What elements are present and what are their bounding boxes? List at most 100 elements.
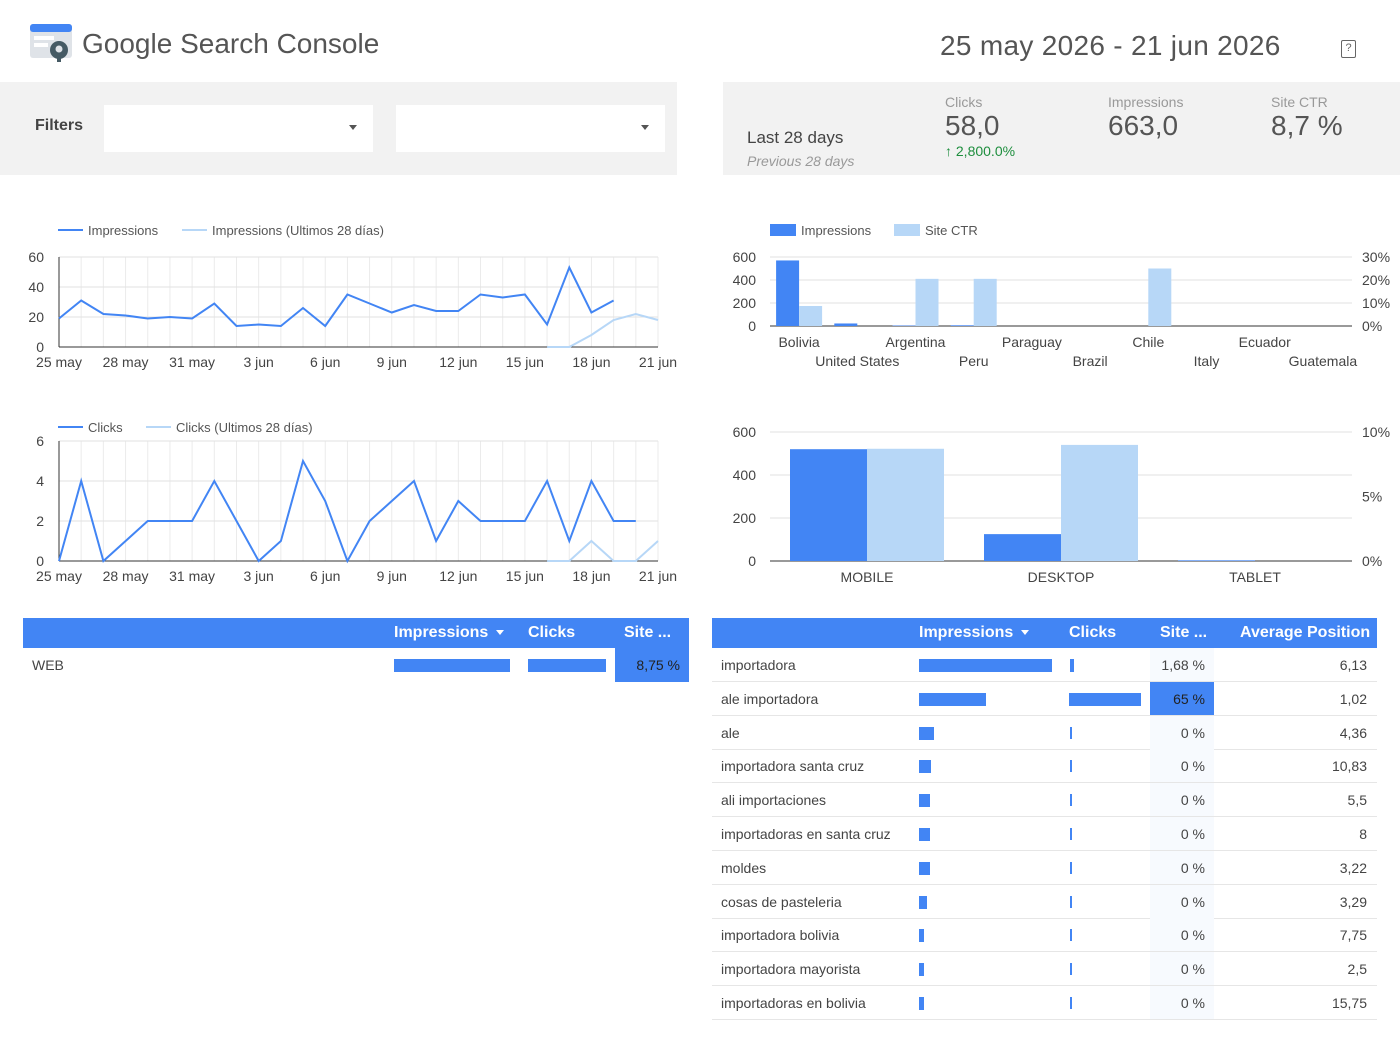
- y-tick-label: 2: [36, 513, 44, 529]
- device-bar-ctr: [867, 448, 944, 561]
- impressions-bar: [919, 659, 1052, 672]
- ctr-value: 8,75 %: [615, 648, 689, 682]
- x-tick-label: Ecuador: [1239, 334, 1291, 350]
- filter-dropdown[interactable]: [396, 105, 665, 152]
- ctr-value: 0 %: [1150, 783, 1214, 817]
- clicks-series-line-1: [547, 539, 659, 562]
- table-header: Impressions Clicks Site ... Average Posi…: [712, 618, 1377, 648]
- table-row[interactable]: cosas de pasteleria 0 % 3,29: [712, 884, 1377, 919]
- country-bar-chart[interactable]: Impressions Site CTR 0 200 400 600 0% 10% 20% 30%…: [700, 210, 1400, 385]
- clicks-bar: [1070, 828, 1072, 840]
- x-tick-label: Guatemala: [1289, 353, 1358, 369]
- x-tick-label: Argentina: [886, 334, 946, 350]
- date-range-picker[interactable]: 25 may 2026 - 21 jun 2026: [940, 30, 1281, 61]
- table-header: Impressions Clicks Site ...: [23, 618, 689, 648]
- table-row[interactable]: importadora 1,68 % 6,13: [712, 648, 1377, 682]
- average-position-value: 5,5: [1347, 792, 1367, 809]
- column-header-clicks[interactable]: Clicks: [528, 624, 576, 641]
- table-row[interactable]: importadoras en santa cruz 0 % 8: [712, 817, 1377, 851]
- app-title: Google Search Console: [82, 28, 380, 59]
- impressions-bar: [919, 794, 930, 808]
- device-bar-impressions: [790, 449, 867, 561]
- search-console-logo-icon: [30, 24, 72, 62]
- impressions-bar: [919, 997, 925, 1010]
- clicks-bar: [1070, 895, 1072, 908]
- column-header-ctr[interactable]: Site ...: [624, 624, 672, 641]
- table-row[interactable]: importadora bolivia 0 % 7,75: [712, 918, 1377, 953]
- impressions-bar: [919, 861, 930, 875]
- table-row[interactable]: moldes 0 % 3,22: [712, 850, 1377, 885]
- x-tick-label: 31 may: [169, 568, 215, 584]
- impressions-bar: [919, 828, 930, 841]
- table-row[interactable]: importadora santa cruz 0 % 10,83: [712, 749, 1377, 784]
- country-bar-ctr: [973, 278, 997, 326]
- x-tick-label: Chile: [1132, 334, 1164, 350]
- y-tick-label: 400: [733, 467, 757, 483]
- y-tick-label: 0: [36, 339, 44, 355]
- y-tick-label: 200: [733, 295, 757, 311]
- clicks-metric-label: Clicks: [945, 94, 983, 110]
- clicks-bar: [528, 659, 606, 672]
- help-icon[interactable]: ?: [1341, 40, 1356, 58]
- impressions-bar: [919, 929, 925, 943]
- query-label: importadora bolivia: [721, 927, 840, 944]
- impressions-bar: [394, 659, 510, 672]
- device-bar-impressions: [1178, 560, 1255, 561]
- y-tick-label: 0: [748, 553, 756, 569]
- clicks-line-chart[interactable]: Clicks Clicks (Ultimos 28 días) 0 2 4 6 25 may…: [0, 410, 700, 595]
- filter-dropdown[interactable]: [104, 105, 373, 152]
- period-label: Last 28 days: [747, 128, 844, 147]
- impressions-line-chart[interactable]: Impressions Impressions (Ultimos 28 días)…: [0, 210, 700, 385]
- ctr-value: 0 %: [1150, 850, 1214, 884]
- average-position-value: 1,02: [1339, 690, 1367, 707]
- legend-swatch: [770, 224, 796, 236]
- legend-swatch: [894, 224, 920, 236]
- average-position-value: 4,36: [1339, 724, 1367, 741]
- x-tick-label: Brazil: [1073, 353, 1108, 369]
- device-bar-chart[interactable]: 0 200 400 600 0% 5% 10% MOBILE DESKTOP TABLET: [700, 410, 1400, 595]
- y2-tick-label: 5%: [1362, 489, 1382, 505]
- legend-label: Clicks: [88, 420, 123, 435]
- table-row[interactable]: importadoras en bolivia 0 % 15,75: [712, 986, 1377, 1020]
- x-tick-label: 31 may: [169, 354, 215, 370]
- x-tick-label: Italy: [1194, 353, 1220, 369]
- x-tick-label: United States: [815, 353, 899, 369]
- impressions-bar: [919, 895, 927, 909]
- column-header-label: Impressions: [919, 624, 1014, 641]
- table-row[interactable]: importadora mayorista 0 % 2,5: [712, 952, 1377, 987]
- column-header-clicks[interactable]: Clicks: [1069, 624, 1117, 641]
- y2-tick-label: 30%: [1362, 249, 1390, 265]
- column-header-impressions[interactable]: Impressions: [394, 624, 505, 642]
- table-row[interactable]: ale 0 % 4,36: [712, 715, 1377, 750]
- average-position-value: 2,5: [1347, 961, 1367, 978]
- y2-tick-label: 0%: [1362, 318, 1382, 334]
- ctr-value: 0 %: [1150, 884, 1214, 918]
- x-tick-label: MOBILE: [841, 569, 894, 585]
- average-position-value: 15,75: [1331, 995, 1367, 1011]
- query-label: importadoras en santa cruz: [721, 826, 891, 842]
- device-bar-impressions: [984, 534, 1061, 561]
- x-tick-label: 15 jun: [506, 568, 544, 584]
- table-row[interactable]: WEB 8,75 %: [23, 648, 689, 682]
- column-header-ctr[interactable]: Site ...: [1160, 624, 1208, 641]
- x-tick-label: 12 jun: [439, 568, 477, 584]
- average-position-value: 3,29: [1339, 893, 1367, 910]
- column-header-average-position[interactable]: Average Position: [1240, 624, 1371, 641]
- country-bar-ctr: [799, 305, 823, 326]
- y2-tick-label: 10%: [1362, 424, 1390, 440]
- y-tick-label: 400: [733, 272, 757, 288]
- caret-down-icon: [349, 125, 357, 130]
- x-tick-label: Paraguay: [1002, 334, 1062, 350]
- column-header-impressions[interactable]: Impressions: [919, 624, 1030, 642]
- ctr-value: 0 %: [1150, 817, 1214, 850]
- clicks-delta: ↑ 2,800.0%: [945, 143, 1015, 159]
- y-tick-label: 200: [733, 510, 757, 526]
- table-row[interactable]: ali importaciones 0 % 5,5: [712, 783, 1377, 818]
- country-bar-ctr: [915, 278, 939, 326]
- average-position-value: 7,75: [1339, 927, 1367, 944]
- ctr-value: 0 %: [1150, 918, 1214, 952]
- x-tick-label: 6 jun: [310, 354, 340, 370]
- x-tick-label: 9 jun: [377, 568, 407, 584]
- clicks-series-line-0: [58, 458, 636, 564]
- table-row[interactable]: ale importadora 65 % 1,02: [712, 681, 1377, 716]
